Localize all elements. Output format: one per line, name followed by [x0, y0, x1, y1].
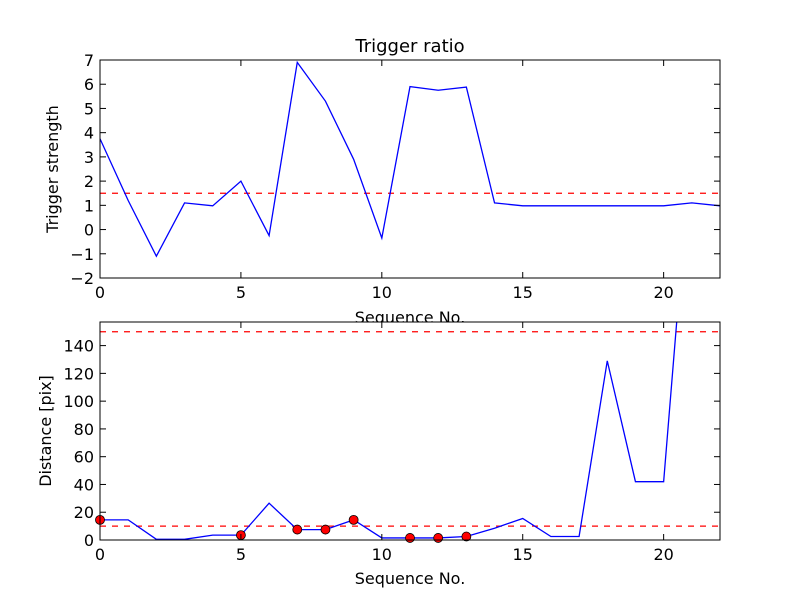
y-tick-label: −2: [70, 269, 94, 288]
data-point: [348, 514, 359, 525]
x-tick-label: 20: [653, 545, 673, 564]
x-tick-label: 20: [653, 283, 673, 302]
y-tick-label: 100: [63, 392, 94, 411]
data-point: [292, 524, 303, 535]
x-tick-label: 10: [372, 545, 392, 564]
y-tick-label: 5: [84, 99, 94, 118]
y-tick-label: 7: [84, 51, 94, 70]
x-tick-label: 15: [513, 283, 533, 302]
y-tick-label: 4: [84, 124, 94, 143]
y-tick-label: 0: [84, 221, 94, 240]
x-tick-label: 0: [95, 283, 105, 302]
distance-panel: 0 5 10 15 20 0 20 40 60 80 100 120 140 Sequence No.…: [36, 321, 721, 588]
data-point: [461, 531, 472, 542]
x-tick-label: 0: [95, 545, 105, 564]
y-tick-label: 0: [84, 531, 94, 550]
y-tick-label: 20: [74, 503, 94, 522]
data-point: [433, 533, 444, 543]
plot-area-frame: [100, 60, 720, 278]
x-tick-label: 15: [513, 545, 533, 564]
x-tick-label: 10: [372, 283, 392, 302]
y-tick-label: 1: [84, 196, 94, 215]
y-tick-label: 60: [74, 448, 94, 467]
y-tick-label: 2: [84, 172, 94, 191]
data-point: [320, 524, 331, 535]
series-line: [100, 60, 720, 258]
plot-area-border: [99, 59, 721, 279]
plot-area-border: [99, 321, 721, 541]
y-tick-label: 40: [74, 475, 94, 494]
x-tick-label: 5: [236, 283, 246, 302]
x-axis-label: Sequence No.: [355, 569, 466, 588]
y-tick-label: 3: [84, 148, 94, 167]
plot-area-frame: [100, 322, 720, 540]
y-tick-label: 140: [63, 337, 94, 356]
chart-title: Trigger ratio: [354, 36, 464, 57]
y-axis-label: Distance [pix]: [36, 375, 55, 487]
y-axis-label: Trigger strength: [43, 105, 62, 234]
y-tick-label: 80: [74, 420, 94, 439]
series-line: [100, 322, 678, 540]
y-tick-label: 6: [84, 75, 94, 94]
y-tick-label: 120: [63, 364, 94, 383]
data-point: [405, 533, 415, 543]
y-tick-label: −1: [70, 245, 94, 264]
x-tick-label: 5: [236, 545, 246, 564]
